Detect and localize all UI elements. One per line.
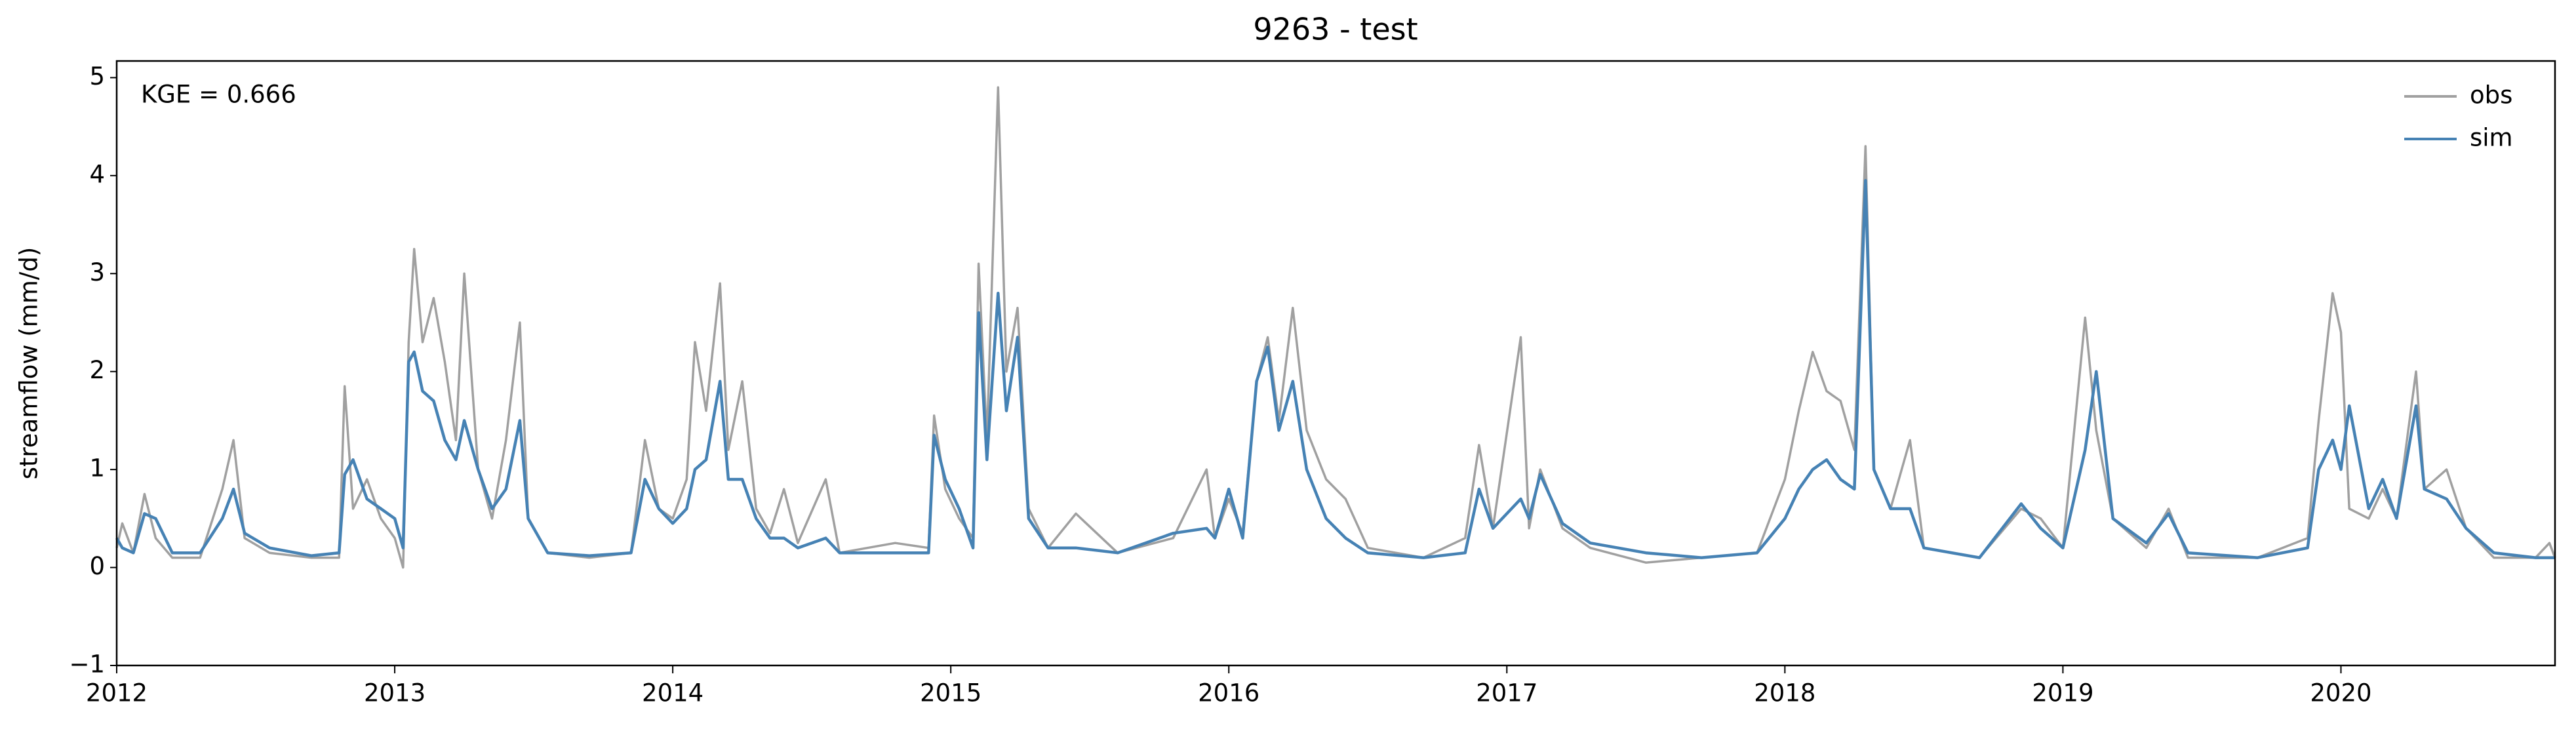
legend-label: sim: [2470, 124, 2513, 152]
y-tick-label: 0: [89, 552, 105, 580]
y-tick-label: 4: [89, 160, 105, 188]
y-tick-label: 1: [89, 454, 105, 483]
y-tick-label: 5: [89, 62, 105, 90]
line-obs: [115, 86, 2556, 569]
legend-label: obs: [2470, 81, 2512, 109]
x-tick-label: 2019: [2032, 679, 2093, 707]
y-tick-label: 2: [89, 356, 105, 384]
x-tick-label: 2013: [364, 679, 426, 707]
y-tick-label: −1: [69, 650, 105, 679]
y-axis-label: streamflow (mm/d): [15, 247, 43, 480]
x-tick-label: 2012: [86, 679, 148, 707]
annotation: KGE = 0.666: [141, 81, 296, 109]
x-tick-label: 2014: [642, 679, 703, 707]
x-tick-label: 2015: [920, 679, 981, 707]
x-tick-label: 2016: [1198, 679, 1259, 707]
chart-title: 9263 - test: [1253, 12, 1417, 47]
line-sim: [115, 179, 2555, 559]
x-tick-label: 2017: [1476, 679, 1537, 707]
x-tick-label: 2020: [2310, 679, 2371, 707]
y-tick-label: 3: [89, 258, 105, 287]
plot-frame: [115, 60, 2556, 667]
x-tick-label: 2018: [1754, 679, 1815, 707]
